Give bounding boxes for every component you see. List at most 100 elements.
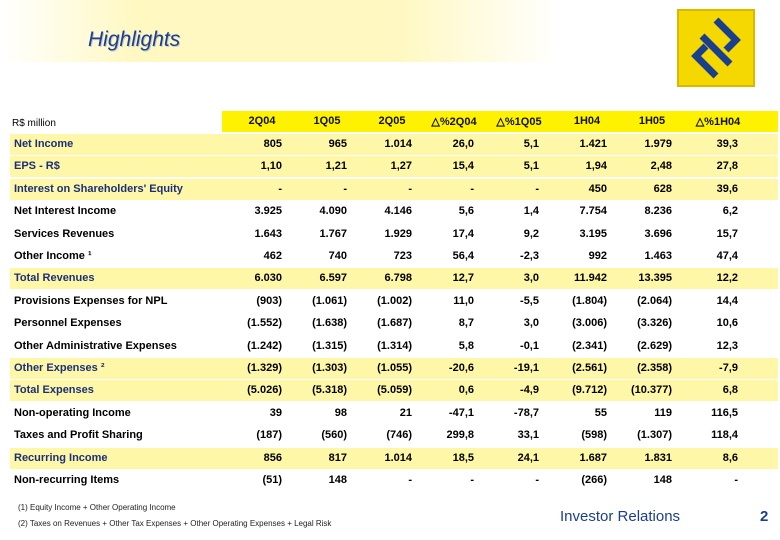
table-row: Non-operating Income 39 98 21 -47,1 -78,7 55 11… bbox=[10, 403, 778, 424]
row-label: Other Administrative Expenses bbox=[14, 339, 177, 352]
table-cell: 1.421 bbox=[579, 138, 607, 150]
table-cell: 817 bbox=[328, 451, 347, 464]
table-row: Other Income ¹ 462 740 723 56,4 -2,3 992 1.463 4… bbox=[10, 246, 778, 267]
table-cell: 12,7 bbox=[452, 272, 474, 285]
table-row: Personnel Expenses (1.552) (1.638) (1.687) 8… bbox=[10, 313, 778, 334]
table-cell: 462 bbox=[263, 250, 282, 262]
table-cell: 1.463 bbox=[644, 250, 672, 262]
table-cell: 1.929 bbox=[384, 227, 412, 240]
table-cell: 148 bbox=[328, 474, 347, 486]
table-cell: -7,9 bbox=[719, 362, 738, 374]
column-header: 2Q04 bbox=[248, 115, 276, 127]
table-cell: 3,0 bbox=[523, 272, 539, 285]
table-cell: 21 bbox=[399, 406, 412, 419]
table-cell: 9,2 bbox=[523, 227, 539, 240]
table-cell: -5,5 bbox=[520, 294, 539, 307]
table-cell: 6,8 bbox=[722, 384, 738, 397]
table-cell: 4.090 bbox=[319, 205, 347, 218]
table-cell: 24,1 bbox=[517, 451, 539, 464]
table-cell: - bbox=[408, 182, 412, 195]
table-cell: 5,1 bbox=[523, 138, 539, 150]
table-cell: 8.236 bbox=[644, 205, 672, 218]
table-cell: (2.064) bbox=[637, 294, 672, 307]
table-cell: - bbox=[535, 182, 539, 195]
table-cell: 98 bbox=[334, 406, 347, 419]
table-cell: 11.942 bbox=[573, 272, 607, 285]
table-cell: 119 bbox=[654, 406, 672, 419]
table-row: Taxes and Profit Sharing (187) (560) (746) 2… bbox=[10, 425, 778, 446]
table-cell: (1.315) bbox=[312, 339, 347, 352]
row-label: Provisions Expenses for NPL bbox=[14, 294, 168, 307]
table-cell: (1.002) bbox=[377, 294, 412, 307]
table-cell: (1.638) bbox=[312, 317, 347, 330]
unit-label: R$ million bbox=[12, 118, 56, 129]
table-cell: 723 bbox=[393, 250, 412, 262]
table-cell: 39,3 bbox=[716, 138, 738, 150]
table-cell: 33,1 bbox=[517, 429, 539, 442]
table-cell: - bbox=[470, 474, 474, 486]
table-cell: 6.597 bbox=[319, 272, 347, 285]
table-cell: -47,1 bbox=[448, 406, 474, 419]
table-cell: 628 bbox=[653, 182, 672, 195]
table-cell: 450 bbox=[588, 182, 607, 195]
row-label: Net Income bbox=[14, 138, 74, 150]
table-cell: 6,2 bbox=[722, 205, 738, 218]
table-cell: (10.377) bbox=[631, 384, 672, 397]
table-cell: 1.014 bbox=[384, 138, 412, 150]
table-cell: (266) bbox=[581, 474, 607, 486]
table-cell: -78,7 bbox=[513, 406, 539, 419]
table-cell: -19,1 bbox=[513, 362, 539, 374]
table-cell: 5,8 bbox=[458, 339, 474, 352]
table-cell: (1.307) bbox=[637, 429, 672, 442]
row-label: Net Interest Income bbox=[14, 205, 117, 218]
table-cell: 0,6 bbox=[458, 384, 474, 397]
table-cell: (1.687) bbox=[377, 317, 412, 330]
table-cell: (2.341) bbox=[572, 339, 607, 352]
table-cell: 299,8 bbox=[446, 429, 474, 442]
header-background bbox=[222, 111, 778, 132]
table-row: Net Interest Income 3.925 4.090 4.146 5,6 1,4… bbox=[10, 201, 778, 222]
table-cell: 5,6 bbox=[458, 205, 474, 218]
table-row: Net Income 805 965 1.014 26,0 5,1 1.421 1.979 39… bbox=[10, 134, 778, 155]
table-cell: - bbox=[278, 182, 282, 195]
table-row: Recurring Income 856 817 1.014 18,5 24,1 1.687… bbox=[10, 447, 778, 469]
column-header: △%2Q04 bbox=[431, 116, 477, 128]
table-cell: 27,8 bbox=[716, 160, 738, 173]
table-cell: (9.712) bbox=[572, 384, 607, 397]
table-row: Other Expenses ² (1.329) (1.303) (1.055) -20… bbox=[10, 358, 778, 379]
table-cell: 55 bbox=[594, 406, 607, 419]
row-label: Non-operating Income bbox=[14, 406, 131, 419]
table-row: EPS - R$ 1,10 1,21 1,27 15,4 5,1 1,94 2,48 27,8 bbox=[10, 156, 778, 178]
table-cell: 1,10 bbox=[260, 160, 282, 173]
table-cell: - bbox=[734, 474, 738, 486]
table-cell: 13.395 bbox=[638, 272, 672, 285]
row-label: Non-recurring Items bbox=[14, 474, 120, 486]
table-cell: 6.798 bbox=[384, 272, 412, 285]
table-cell: 17,4 bbox=[452, 227, 474, 240]
table-cell: 7.754 bbox=[579, 205, 607, 218]
table-cell: 3.195 bbox=[579, 227, 607, 240]
table-cell: (560) bbox=[321, 429, 347, 442]
table-cell: 56,4 bbox=[452, 250, 474, 262]
table-cell: 8,7 bbox=[458, 317, 474, 330]
table-cell: 805 bbox=[263, 138, 282, 150]
table-cell: (3.006) bbox=[572, 317, 607, 330]
column-header: 2Q05 bbox=[378, 115, 406, 127]
table-cell: 118,4 bbox=[711, 429, 738, 442]
table-cell: 8,6 bbox=[722, 451, 738, 464]
table-cell: 3,0 bbox=[523, 317, 539, 330]
table-cell: 1.979 bbox=[644, 138, 672, 150]
table-cell: -2,3 bbox=[520, 250, 539, 262]
footnote: (2) Taxes on Revenues + Other Tax Expens… bbox=[18, 519, 332, 528]
page-number: 2 bbox=[760, 508, 769, 525]
table-cell: 992 bbox=[588, 250, 607, 262]
table-cell: 740 bbox=[328, 250, 347, 262]
logo bbox=[677, 9, 755, 87]
table-cell: (2.561) bbox=[572, 362, 607, 374]
table-cell: 15,4 bbox=[452, 160, 474, 173]
table-cell: (3.326) bbox=[637, 317, 672, 330]
table-cell: 47,4 bbox=[716, 250, 738, 262]
table-cell: -0,1 bbox=[520, 339, 539, 352]
table-cell: 18,5 bbox=[452, 451, 474, 464]
